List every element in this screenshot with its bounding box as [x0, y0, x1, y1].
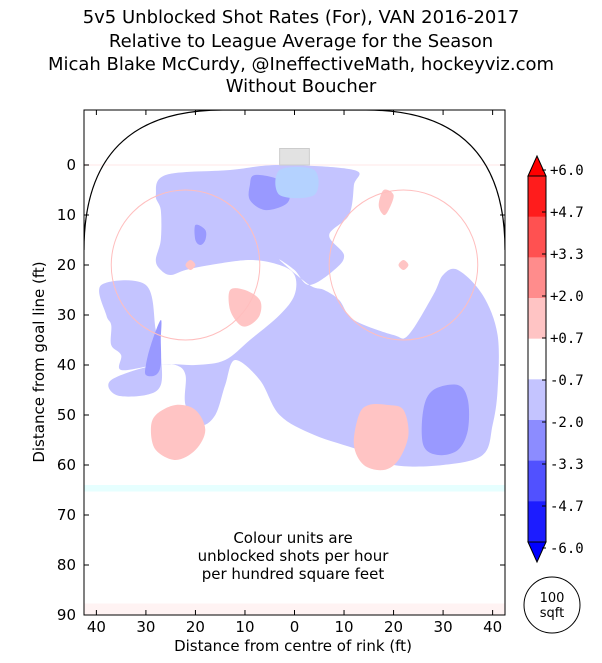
faceoff-circle-2: [328, 189, 479, 341]
blue-line: [84, 485, 505, 492]
x-tick-label: 40: [483, 618, 502, 636]
x-axis-label: Distance from centre of rink (ft): [174, 637, 412, 655]
heat-region-3: [194, 224, 207, 245]
colorbar-label: +2.0: [550, 289, 584, 305]
area-badge-circle: [523, 576, 581, 634]
colorbar-label: +0.7: [550, 331, 584, 347]
chart-title-line-4: Without Boucher: [225, 76, 377, 97]
faceoff-circle-1: [110, 189, 261, 341]
chart-title-line-1: 5v5 Unblocked Shot Rates (For), VAN 2016…: [82, 7, 520, 28]
axis-ticks: 40 30 20 10 0 10 20 30 40 0 10 20 30 40 50 60 70 80 90: [57, 110, 505, 636]
heat-region-5: [421, 384, 470, 456]
heat-region-12: [353, 404, 409, 471]
colorbar-label: +6.0: [550, 163, 584, 179]
y-tick-label: 50: [57, 406, 76, 424]
colorbar-frame: [527, 175, 547, 543]
x-tick-label: 10: [334, 618, 353, 636]
heat-region-7: [228, 288, 262, 327]
x-tick-label: 20: [186, 618, 205, 636]
y-tick-label: 20: [57, 256, 76, 274]
colorbar-band: [528, 216, 546, 258]
rink-layer: [84, 110, 505, 615]
heat-region-11: [150, 404, 206, 460]
x-tick-label: 30: [136, 618, 155, 636]
colorbar-band: [528, 257, 546, 299]
plot-area: [84, 110, 505, 615]
heat-region-4: [144, 319, 162, 377]
colorbar-band: [528, 420, 546, 462]
colorbar-band: [528, 298, 546, 340]
rink-boards: [84, 110, 505, 251]
y-tick-label: 80: [57, 556, 76, 574]
colorbar: +6.0 +4.7 +3.3 +2.0 +0.7 -0.7 -2.0 -3.3 -4.7 -6.0: [527, 154, 584, 564]
centre-line-band: [84, 603, 505, 615]
colorbar-label: -6.0: [550, 541, 584, 557]
colorbar-band: [528, 338, 546, 380]
colorbar-label: -4.7: [550, 499, 584, 515]
y-tick-label: 10: [57, 206, 76, 224]
colorbar-top-arrow: [527, 154, 547, 177]
chart-title-line-3: Micah Blake McCurdy, @IneffectiveMath, h…: [47, 54, 555, 75]
heat-region-8: [378, 189, 394, 216]
area-badge-value: 100: [540, 591, 565, 606]
x-tick-label: 20: [384, 618, 403, 636]
y-axis-label: Distance from goal line (ft): [30, 261, 48, 462]
annotation-line-1: Colour units are: [233, 529, 352, 547]
colorbar-label: +4.7: [550, 205, 584, 221]
chart-title-line-2: Relative to League Average for the Seaso…: [108, 31, 494, 52]
colorbar-band: [528, 460, 546, 502]
colorbar-band: [528, 379, 546, 421]
colorbar-band: [528, 501, 546, 543]
heat-region-10: [185, 260, 196, 270]
x-tick-label: 40: [87, 618, 106, 636]
x-tick-label: 0: [290, 618, 300, 636]
goal-net: [279, 148, 310, 166]
y-tick-label: 40: [57, 356, 76, 374]
heat-region-6: [275, 166, 319, 199]
colorbar-band: [528, 176, 546, 218]
y-tick-label: 60: [57, 456, 76, 474]
y-tick-label: 90: [57, 606, 76, 624]
y-tick-label: 0: [66, 156, 76, 174]
colorbar-label: -3.3: [550, 457, 584, 473]
annotation-line-3: per hundred square feet: [202, 565, 385, 583]
y-tick-label: 70: [57, 506, 76, 524]
colorbar-bottom-arrow: [527, 541, 547, 564]
x-tick-label: 10: [235, 618, 254, 636]
y-tick-label: 30: [57, 306, 76, 324]
x-tick-label: 30: [434, 618, 453, 636]
area-badge-unit: sqft: [540, 606, 564, 621]
colorbar-label: +3.3: [550, 247, 584, 263]
annotation-line-2: unblocked shots per hour: [198, 547, 390, 565]
colorbar-label: -0.7: [550, 373, 584, 389]
heat-region-9: [398, 260, 409, 270]
colorbar-label: -2.0: [550, 415, 584, 431]
